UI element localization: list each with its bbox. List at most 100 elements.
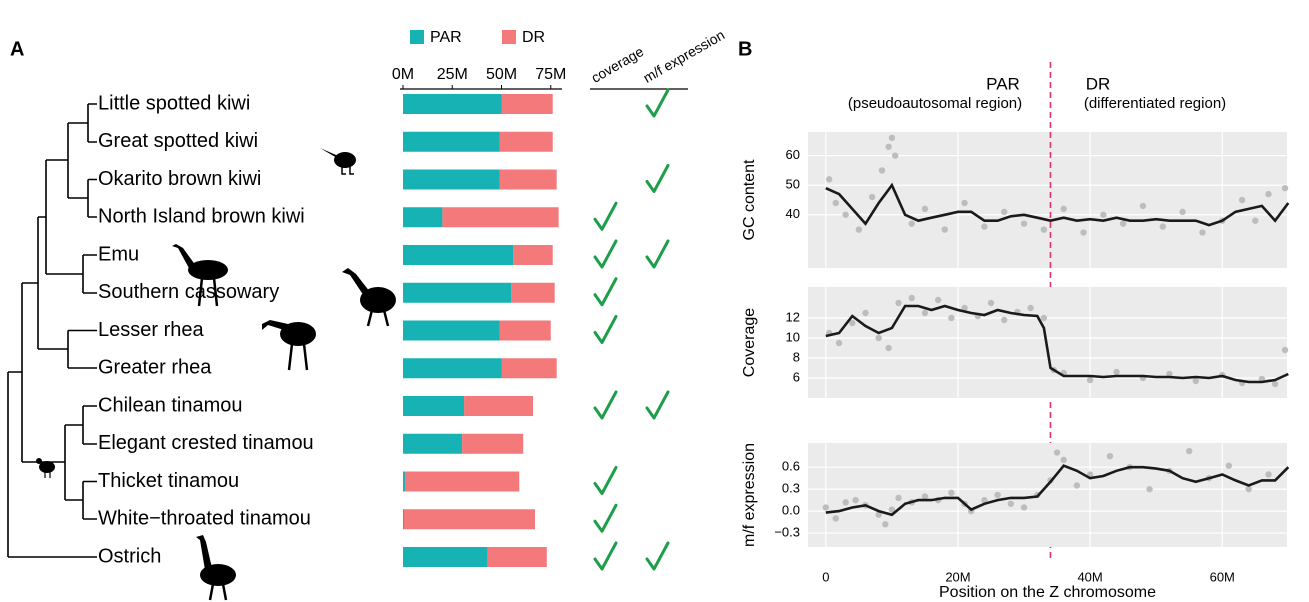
data-point bbox=[921, 309, 929, 317]
data-point bbox=[1007, 500, 1015, 507]
column-header: m/f expression bbox=[640, 26, 727, 85]
bar-segment bbox=[403, 245, 514, 265]
legend-label: PAR bbox=[430, 29, 462, 46]
bar-segment bbox=[403, 207, 443, 228]
data-point bbox=[875, 334, 882, 342]
data-point bbox=[921, 205, 929, 213]
data-point bbox=[981, 223, 988, 230]
y-tick-label: 0.6 bbox=[782, 459, 800, 474]
data-point bbox=[1139, 202, 1147, 210]
data-point bbox=[961, 304, 968, 312]
data-point bbox=[1113, 368, 1120, 376]
data-point bbox=[994, 491, 1001, 499]
species-label: Little spotted kiwi bbox=[98, 92, 250, 114]
kiwi-icon bbox=[320, 148, 356, 175]
data-point bbox=[1020, 220, 1028, 227]
tinamou-icon bbox=[36, 458, 55, 478]
bar-segment bbox=[511, 282, 555, 303]
data-point bbox=[948, 489, 955, 497]
bar-segment bbox=[403, 433, 463, 454]
data-point bbox=[835, 339, 843, 347]
annotation-sub: (differentiated region) bbox=[1084, 95, 1226, 112]
y-tick-label: −0.3 bbox=[774, 525, 800, 540]
data-point bbox=[1040, 314, 1048, 322]
check-mark bbox=[645, 164, 670, 193]
data-point bbox=[1040, 226, 1048, 233]
y-tick-label: 8 bbox=[793, 349, 800, 364]
check-mark bbox=[645, 541, 670, 571]
y-tick-label: 12 bbox=[786, 309, 800, 324]
data-point bbox=[895, 494, 902, 502]
legend-swatch bbox=[410, 30, 424, 44]
bar-segment bbox=[403, 509, 535, 530]
species-label: Chilean tinamou bbox=[98, 394, 243, 416]
data-point bbox=[1080, 229, 1087, 236]
bar-segment bbox=[403, 282, 512, 303]
data-point bbox=[832, 199, 839, 207]
column-header: coverage bbox=[588, 43, 646, 86]
data-point bbox=[1265, 190, 1272, 198]
data-point bbox=[1001, 208, 1008, 216]
data-point bbox=[1245, 485, 1252, 493]
check-mark bbox=[593, 315, 618, 344]
y-tick-label: 10 bbox=[786, 329, 800, 344]
plot-background bbox=[808, 443, 1287, 547]
y-tick-label: 0.3 bbox=[782, 481, 800, 496]
data-point bbox=[1001, 316, 1008, 324]
data-point bbox=[895, 299, 902, 307]
emu-icon bbox=[172, 244, 228, 307]
y-tick-label: 6 bbox=[793, 369, 800, 384]
y-axis-title: Coverage bbox=[741, 308, 758, 377]
annotation: PAR bbox=[986, 74, 1020, 93]
data-point bbox=[1238, 196, 1246, 204]
bar-segment bbox=[404, 471, 520, 492]
check-mark bbox=[645, 390, 670, 420]
data-point bbox=[1166, 370, 1173, 378]
x-tick-label: 75M bbox=[535, 66, 566, 83]
bar-segment bbox=[513, 245, 553, 265]
x-tick-label: 60M bbox=[1210, 569, 1235, 584]
data-point bbox=[852, 496, 859, 504]
bar-segment bbox=[499, 169, 557, 190]
data-point bbox=[1265, 471, 1272, 478]
check-mark bbox=[593, 201, 618, 231]
species-label: Greater rhea bbox=[98, 357, 212, 379]
data-point bbox=[888, 506, 896, 513]
data-point bbox=[1271, 380, 1279, 388]
data-point bbox=[822, 504, 830, 511]
data-point bbox=[1199, 229, 1206, 236]
check-mark bbox=[645, 88, 670, 118]
data-point bbox=[862, 309, 869, 317]
species-label: Lesser rhea bbox=[98, 319, 204, 341]
smooth-line bbox=[825, 304, 1289, 384]
data-point bbox=[1252, 217, 1259, 224]
bar-segment bbox=[403, 471, 405, 492]
data-point bbox=[1100, 211, 1107, 218]
check-mark bbox=[645, 239, 670, 269]
data-point bbox=[825, 176, 833, 183]
x-tick-label: 50M bbox=[486, 66, 517, 83]
data-point bbox=[842, 499, 849, 506]
bar-segment bbox=[403, 358, 502, 379]
panel-label: B bbox=[738, 38, 752, 60]
tree bbox=[7, 103, 97, 558]
panel-label: A bbox=[10, 38, 24, 60]
x-tick-label: 40M bbox=[1077, 569, 1102, 584]
data-point bbox=[1086, 376, 1094, 384]
data-point bbox=[885, 344, 892, 352]
annotation-sub: (pseudoautosomal region) bbox=[848, 95, 1022, 112]
species-label: Great spotted kiwi bbox=[98, 130, 258, 152]
data-point bbox=[1192, 377, 1200, 385]
data-point bbox=[1179, 208, 1186, 216]
legend-swatch bbox=[502, 30, 516, 44]
species-label: Southern cassowary bbox=[98, 281, 279, 303]
bar-segment bbox=[499, 320, 551, 341]
smooth-line bbox=[825, 182, 1290, 227]
data-point bbox=[885, 143, 892, 150]
annotation: DR bbox=[1086, 74, 1111, 93]
x-tick-label: 0 bbox=[822, 569, 829, 584]
bar-segment bbox=[403, 320, 500, 341]
data-point bbox=[981, 496, 988, 504]
check-mark bbox=[593, 390, 618, 420]
